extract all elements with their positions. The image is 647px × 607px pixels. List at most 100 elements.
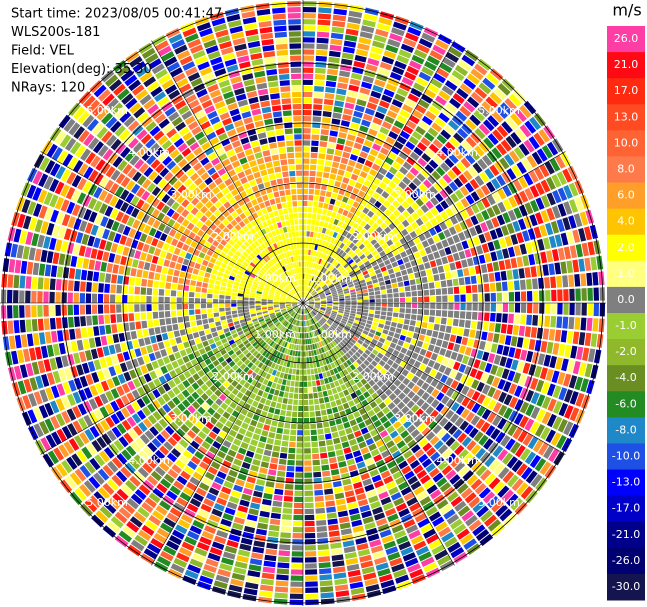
radar-gate — [361, 566, 375, 575]
radar-gate — [380, 147, 390, 156]
radar-gate — [318, 239, 323, 246]
radar-gate — [270, 355, 276, 362]
radar-gate — [386, 239, 394, 247]
radar-gate — [420, 328, 427, 335]
radar-gate — [225, 291, 232, 296]
radar-gate — [389, 465, 400, 475]
radar-gate — [321, 240, 327, 247]
radar-gate — [340, 269, 347, 275]
radar-gate — [261, 296, 268, 300]
radar-gate — [316, 232, 322, 239]
radar-gate — [419, 496, 432, 506]
radar-gate — [134, 488, 147, 501]
radar-gate — [167, 400, 176, 410]
radar-gate — [449, 369, 458, 379]
radar-gate — [443, 264, 451, 272]
radar-gate — [313, 293, 318, 297]
radar-gate — [340, 472, 350, 480]
radar-gate — [285, 303, 291, 305]
radar-gate — [309, 411, 315, 418]
radar-gate — [89, 425, 100, 438]
radar-gate — [122, 246, 130, 256]
radar-gate — [314, 299, 321, 302]
radar-gate — [535, 182, 545, 196]
radar-gate — [392, 21, 407, 31]
radar-gate — [157, 385, 166, 395]
radar-gate — [93, 326, 100, 337]
radar-gate — [339, 466, 349, 474]
radar-gate — [292, 312, 296, 317]
radar-gate — [303, 194, 308, 201]
radar-gate — [320, 319, 325, 324]
radar-gate — [441, 395, 450, 405]
radar-gate — [537, 238, 545, 251]
radar-gate — [389, 416, 398, 425]
radar-gate — [383, 540, 397, 550]
radar-gate — [154, 326, 161, 335]
radar-gate — [269, 463, 278, 470]
radar-gate — [488, 322, 495, 332]
radar-gate — [287, 398, 293, 405]
radar-gate — [356, 260, 363, 267]
radar-gate — [332, 269, 339, 275]
radar-gate — [334, 319, 340, 324]
radar-gate — [280, 318, 285, 323]
radar-gate — [214, 372, 222, 380]
radar-gate — [480, 421, 491, 433]
radar-gate — [443, 333, 451, 341]
radar-gate — [273, 304, 279, 307]
radar-gate — [177, 316, 184, 323]
radar-gate — [510, 441, 521, 454]
radar-gate — [407, 475, 419, 486]
radar-gate — [393, 303, 400, 308]
radar-gate — [457, 145, 468, 156]
radar-gate — [522, 433, 534, 446]
radar-gate — [128, 228, 137, 238]
radar-gate — [353, 60, 366, 69]
radar-gate — [112, 376, 121, 387]
radar-gate — [15, 196, 25, 212]
radar-gate — [497, 418, 507, 430]
radar-gate — [386, 251, 394, 259]
radar-gate — [217, 243, 225, 251]
radar-gate — [343, 327, 350, 332]
radar-gate — [490, 292, 497, 302]
radar-gate — [166, 512, 179, 523]
radar-gate — [314, 306, 320, 309]
radar-gate — [297, 430, 303, 436]
radar-gate — [263, 343, 269, 350]
radar-gate — [242, 487, 253, 496]
radar-gate — [284, 489, 294, 496]
radar-gate — [215, 421, 224, 430]
radar-gate — [357, 339, 364, 345]
radar-gate — [478, 141, 490, 153]
radar-gate — [362, 292, 369, 297]
radar-gate — [444, 185, 454, 195]
radar-gate — [330, 38, 343, 46]
radar-gate — [351, 593, 366, 601]
radar-gate — [405, 336, 412, 344]
radar-gate — [164, 304, 170, 311]
radar-gate — [403, 434, 414, 444]
radar-gate — [294, 332, 297, 338]
radar-gate — [286, 404, 293, 411]
radar-gate — [392, 66, 405, 76]
radar-gate — [178, 454, 190, 465]
radar-gate — [387, 513, 399, 523]
radar-gate — [75, 328, 82, 339]
radar-gate — [488, 477, 501, 490]
radar-gate — [289, 349, 293, 356]
radar-gate — [339, 363, 346, 371]
radar-gate — [460, 408, 470, 419]
radar-gate — [461, 436, 472, 448]
radar-gate — [491, 217, 500, 228]
radar-gate — [303, 188, 309, 195]
radar-gate — [303, 267, 305, 273]
radar-gate — [331, 192, 338, 199]
radar-gate — [416, 208, 425, 217]
radar-gate — [341, 416, 349, 423]
radar-gate — [116, 423, 127, 435]
radar-gate — [395, 455, 405, 465]
radar-gate — [149, 370, 158, 380]
radar-gate — [310, 338, 314, 344]
